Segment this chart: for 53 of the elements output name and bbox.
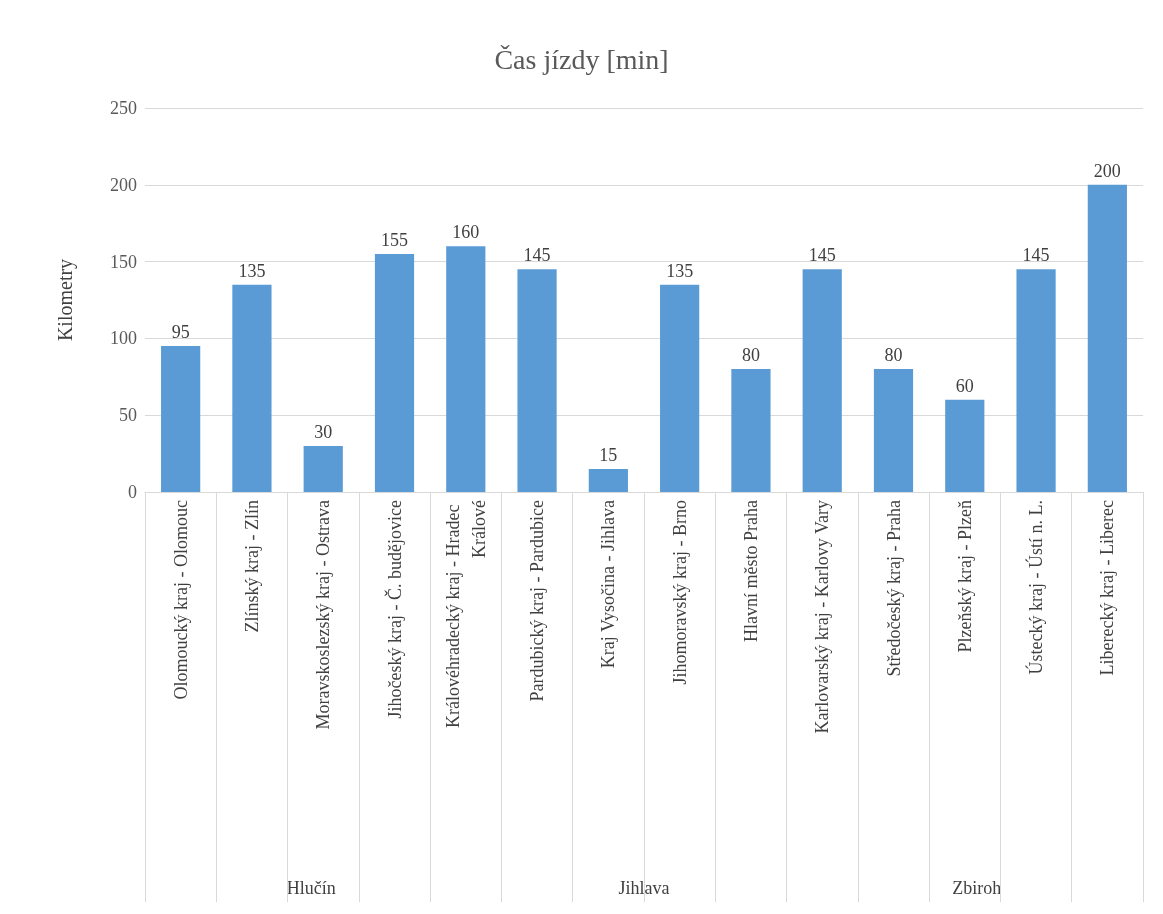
y-tick-label: 250 [110, 98, 137, 118]
chart-title: Čas jízdy [min] [494, 43, 669, 75]
data-label: 80 [884, 345, 903, 366]
x-tick-label: Hlavní město Praha [740, 500, 761, 642]
data-label: 160 [452, 222, 480, 243]
data-label: 145 [1022, 245, 1050, 266]
data-label: 60 [955, 375, 974, 396]
x-tick-label: Karlovarský kraj - Karlovy Vary [812, 500, 833, 734]
x-tick-label: Středočeský kraj - Praha [883, 500, 904, 677]
bar [588, 468, 628, 492]
y-tick-label: 0 [128, 482, 137, 502]
bar [517, 269, 557, 492]
data-label: 95 [171, 322, 190, 343]
data-label: 145 [808, 245, 836, 266]
x-tick-label: Jihočeský kraj - Č. budějovice [383, 500, 405, 719]
bar [731, 369, 771, 492]
y-tick-label: 50 [119, 405, 137, 426]
bar [374, 253, 415, 492]
bar [1087, 184, 1127, 492]
x-tick-label: Liberecký kraj - Liberec [1097, 500, 1118, 676]
data-label: 30 [314, 421, 333, 442]
data-label: 200 [1093, 160, 1121, 181]
y-axis-title: Kilometry [54, 258, 77, 342]
bar [161, 346, 201, 492]
bar [232, 284, 272, 492]
data-label: 145 [523, 245, 551, 266]
bar [660, 284, 700, 492]
data-label: 135 [666, 260, 694, 281]
bar [802, 269, 842, 492]
x-tick-label: Pardubický kraj - Pardubice [527, 499, 548, 702]
x-tick-label: Moravskoslezský kraj - Ostrava [313, 500, 334, 730]
data-label: 155 [381, 229, 408, 250]
x-tick-label: Zlínský kraj - Zlín [241, 500, 262, 633]
x-tick-label: Ústecký kraj - Ústí n. L. [1025, 500, 1047, 675]
bar [1016, 269, 1056, 492]
data-label: 15 [599, 444, 618, 465]
x-tick-label: Kraj Vysočina - Jihlava [598, 500, 619, 669]
x-tick-label: Plzeňský kraj - Plzeň [954, 500, 975, 653]
data-label: 135 [238, 260, 266, 281]
text: Hlučín [286, 878, 336, 898]
text: Jihlava [618, 878, 670, 898]
y-tick-label: 200 [110, 174, 137, 195]
x-tick-label: Královéhradecký kraj - Hradec Králové [442, 500, 489, 728]
y-tick-label: 100 [110, 328, 137, 349]
data-label: 80 [741, 345, 760, 366]
bar [303, 445, 343, 492]
bar [945, 399, 985, 492]
bar [446, 246, 486, 492]
x-tick-label: Jihomoravský kraj - Brno [669, 500, 690, 685]
x-tick-label: Olomoucký kraj - Olomouc [170, 500, 191, 700]
y-tick-label: 150 [110, 251, 137, 272]
bar [873, 369, 914, 492]
text: Zbiroh [952, 878, 1002, 898]
